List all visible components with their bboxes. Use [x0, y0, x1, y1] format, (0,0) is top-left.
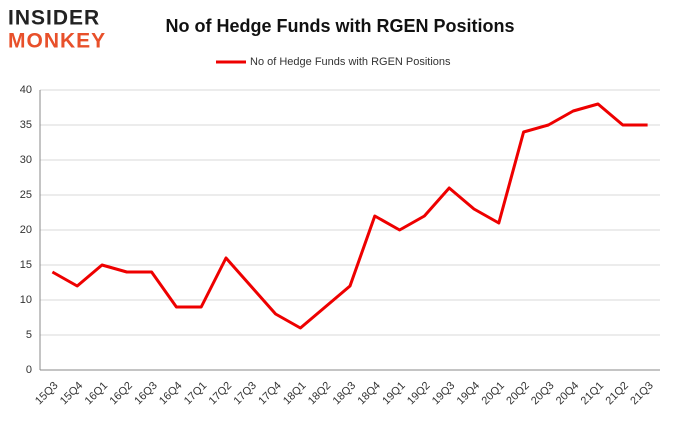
x-tick-label: 16Q3: [132, 380, 160, 408]
y-tick-label: 15: [20, 259, 32, 271]
y-tick-label: 20: [20, 224, 32, 236]
x-tick-label: 18Q2: [306, 380, 334, 408]
x-tick-label: 19Q4: [455, 380, 483, 408]
y-tick-label: 35: [20, 119, 32, 131]
y-tick-label: 0: [26, 364, 32, 376]
x-tick-label: 17Q2: [207, 380, 235, 408]
x-tick-label: 16Q1: [83, 380, 111, 408]
y-tick-label: 30: [20, 154, 32, 166]
y-tick-label: 5: [26, 329, 32, 341]
x-tick-label: 17Q1: [182, 380, 210, 408]
x-tick-label: 20Q4: [554, 380, 582, 408]
x-tick-label: 16Q4: [157, 380, 185, 408]
x-tick-label: 21Q3: [628, 380, 656, 408]
x-tick-label: 20Q3: [529, 380, 557, 408]
x-tick-label: 18Q3: [331, 380, 359, 408]
x-tick-label: 20Q2: [504, 380, 532, 408]
x-tick-label: 15Q4: [58, 380, 86, 408]
x-tick-label: 15Q3: [33, 380, 61, 408]
legend-label: No of Hedge Funds with RGEN Positions: [250, 56, 451, 68]
x-tick-label: 17Q4: [256, 380, 284, 408]
x-tick-label: 21Q2: [603, 380, 631, 408]
series-line: [51, 102, 648, 330]
x-tick-label: 17Q3: [231, 380, 259, 408]
x-tick-label: 19Q1: [380, 380, 408, 408]
y-tick-label: 40: [20, 84, 32, 96]
x-tick-label: 19Q2: [405, 380, 433, 408]
x-tick-label: 20Q1: [479, 380, 507, 408]
chart-title: No of Hedge Funds with RGEN Positions: [166, 16, 515, 36]
y-tick-label: 25: [20, 189, 32, 201]
logo-bottom: MONKEY: [8, 30, 106, 53]
x-tick-label: 18Q4: [355, 380, 383, 408]
y-tick-label: 10: [20, 294, 32, 306]
x-tick-label: 16Q2: [107, 380, 135, 408]
logo-top: INSIDER: [8, 7, 100, 30]
x-tick-label: 19Q3: [430, 380, 458, 408]
x-tick-label: 18Q1: [281, 380, 309, 408]
x-tick-label: 21Q1: [579, 380, 607, 408]
